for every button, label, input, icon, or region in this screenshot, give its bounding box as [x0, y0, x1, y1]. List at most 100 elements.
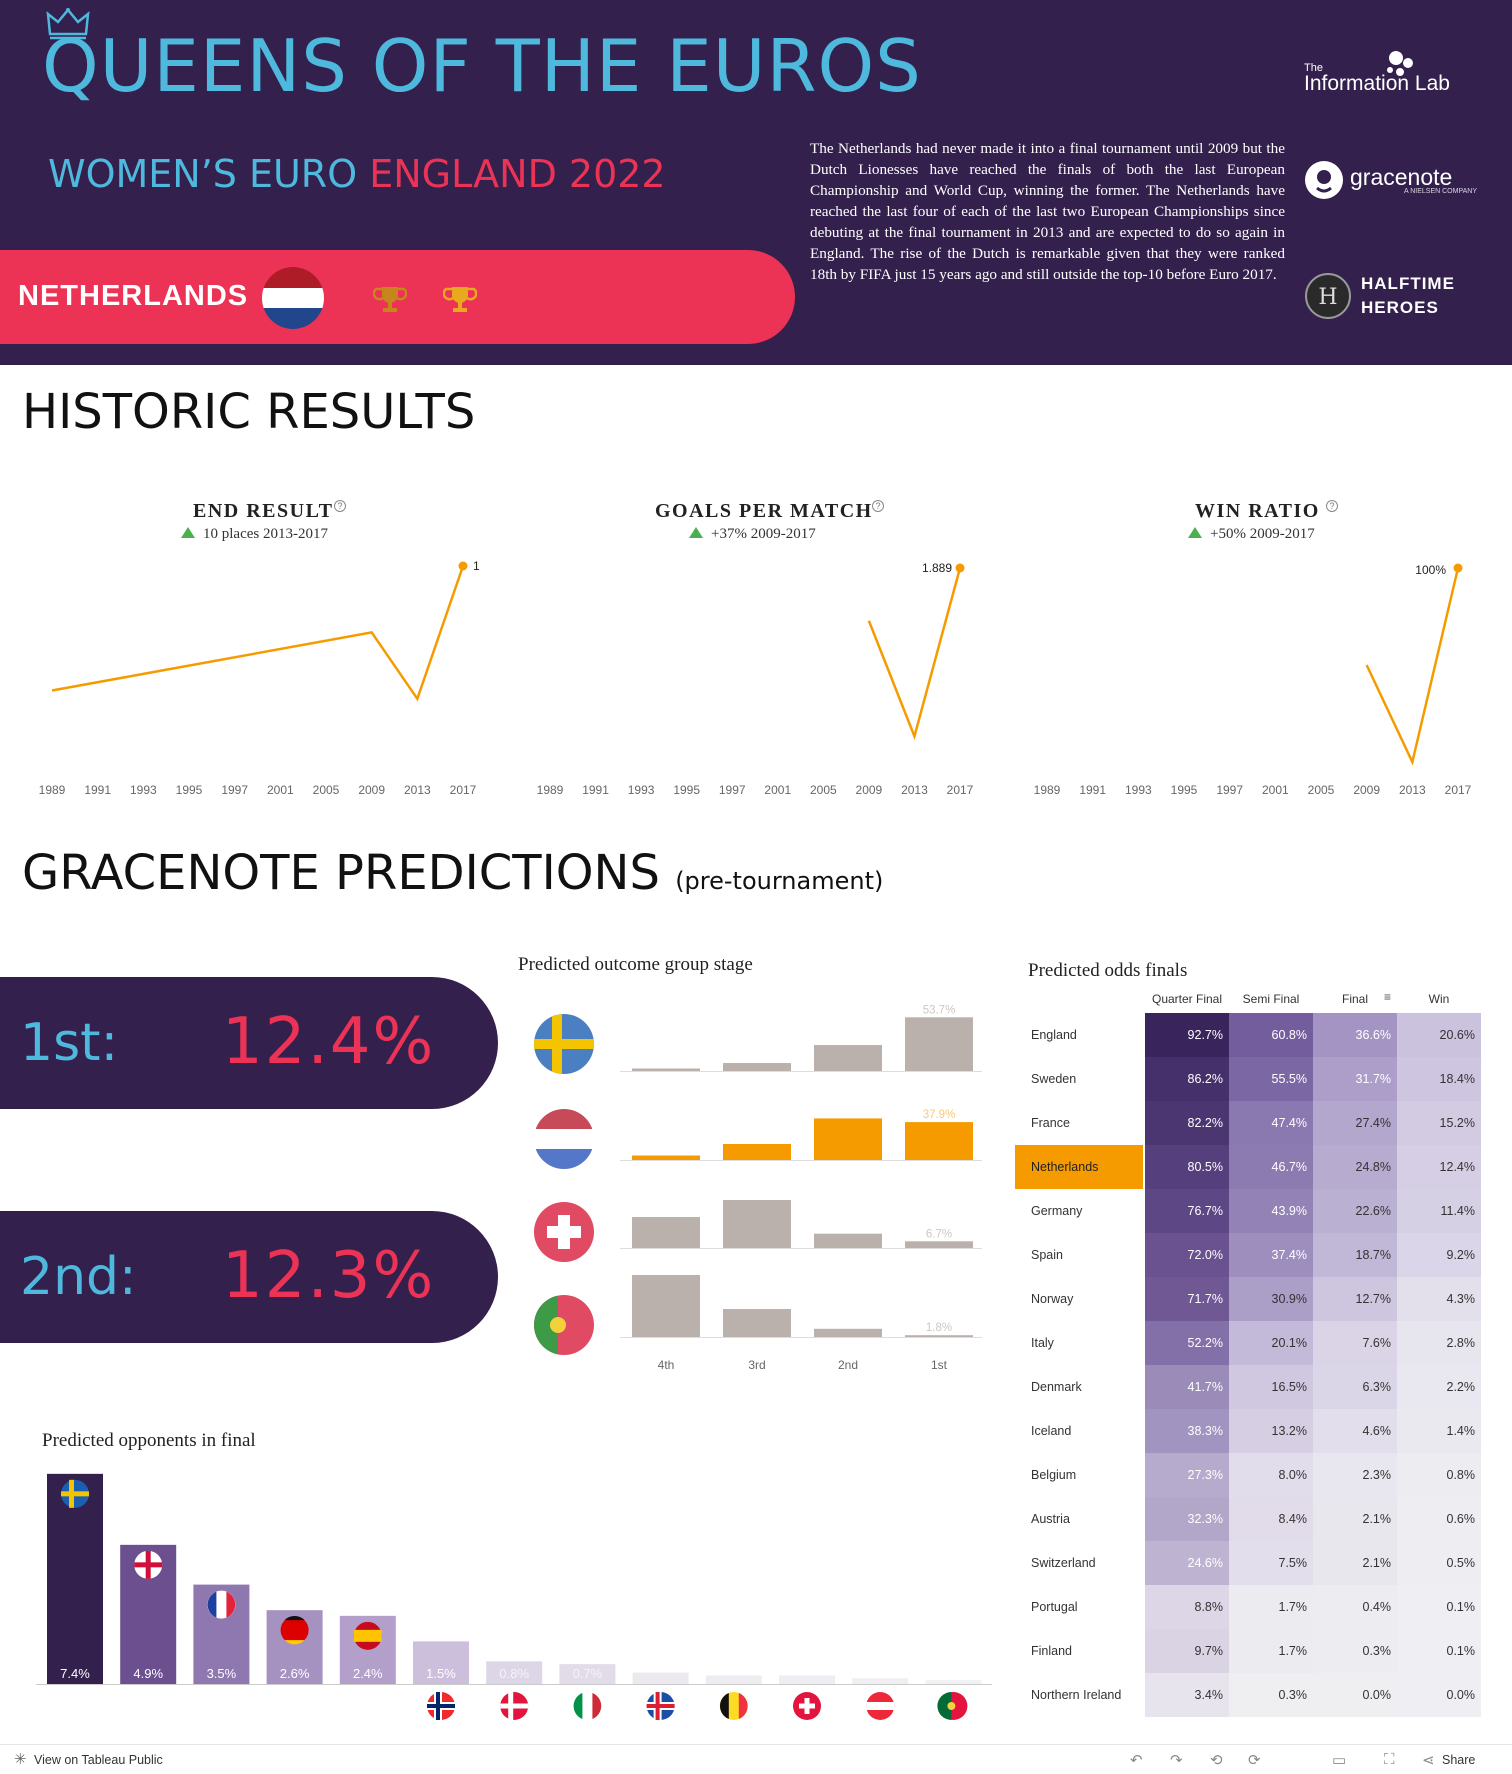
- odds-cell: 43.9%: [1229, 1189, 1313, 1233]
- odds-cell: 2.1%: [1313, 1541, 1397, 1585]
- group-bar-portugal-2nd: [814, 1328, 882, 1337]
- x-tick-label: 2013: [901, 783, 928, 797]
- refresh-icon[interactable]: ⟳: [1248, 1752, 1261, 1769]
- table-row[interactable]: France 82.2% 47.4% 27.4% 15.2%: [1017, 1101, 1482, 1145]
- opponent-bar-belgium: [705, 1675, 762, 1684]
- fullscreen-icon[interactable]: ⛶: [1384, 1751, 1395, 1768]
- crown-icon: [46, 8, 90, 40]
- series-end-point: [458, 561, 468, 571]
- first-place-label: 53.7%: [923, 1005, 956, 1016]
- flag-stripe: [61, 1491, 89, 1497]
- opponent-bar-italy: [559, 1664, 616, 1684]
- table-row[interactable]: Italy 52.2% 20.1% 7.6% 2.8%: [1017, 1321, 1482, 1365]
- odds-cell: 31.7%: [1313, 1057, 1397, 1101]
- odds-cell: 60.8%: [1229, 1013, 1313, 1057]
- group-bar-portugal-3rd: [723, 1309, 791, 1337]
- table-row[interactable]: Sweden 86.2% 55.5% 31.7% 18.4%: [1017, 1057, 1482, 1101]
- x-tick-label: 1991: [84, 783, 111, 797]
- group-bar-sweden-2nd: [814, 1045, 882, 1071]
- table-row[interactable]: Iceland 38.3% 13.2% 4.6% 1.4%: [1017, 1409, 1482, 1453]
- odds-cell: 27.3%: [1145, 1453, 1229, 1497]
- odds-cell: 6.3%: [1313, 1365, 1397, 1409]
- table-row[interactable]: Netherlands 80.5% 46.7% 24.8% 12.4%: [1015, 1145, 1482, 1189]
- team-cell: Germany: [1031, 1204, 1083, 1218]
- odds-cell: 18.4%: [1397, 1057, 1481, 1101]
- end-result-title: END RESULT: [193, 500, 334, 522]
- table-row[interactable]: England 92.7% 60.8% 36.6% 20.6%: [1017, 1013, 1482, 1057]
- comment-icon[interactable]: ▭: [1332, 1752, 1347, 1769]
- flag-emblem: [947, 1702, 956, 1710]
- odds-cell: 47.4%: [1229, 1101, 1313, 1145]
- x-tick-label: 2013: [404, 783, 431, 797]
- undo-icon[interactable]: ↶: [1130, 1752, 1143, 1769]
- footer-toolbar: ✳ View on Tableau Public ↶ ↷ ⟲ ⟳ ▭ ⛶ ⋖ S…: [0, 1744, 1512, 1774]
- group-bar-netherlands-2nd: [814, 1118, 882, 1160]
- opponent-flag-austria: [866, 1692, 895, 1720]
- series-end-point: [1453, 563, 1463, 573]
- team-cell: Denmark: [1031, 1380, 1082, 1394]
- opponent-flag-belgium: [719, 1692, 748, 1720]
- odds-title: Predicted odds finals: [1028, 960, 1188, 981]
- odds-cell: 0.0%: [1397, 1673, 1481, 1717]
- netherlands-flag-icon: [534, 1109, 594, 1169]
- team-cell: Italy: [1031, 1336, 1054, 1350]
- table-row[interactable]: Portugal 8.8% 1.7% 0.4% 0.1%: [1017, 1585, 1482, 1629]
- column-header-semi-final[interactable]: Semi Final: [1242, 992, 1300, 1006]
- opponent-flag-sweden: [61, 1479, 89, 1508]
- table-row[interactable]: Switzerland 24.6% 7.5% 2.1% 0.5%: [1017, 1541, 1482, 1585]
- odds-cell: 76.7%: [1145, 1189, 1229, 1233]
- category-label: 2nd: [838, 1358, 858, 1372]
- group-bar-switzerland-3rd: [723, 1200, 791, 1248]
- table-row[interactable]: Norway 71.7% 30.9% 12.7% 4.3%: [1017, 1277, 1482, 1321]
- sort-icon[interactable]: ≡: [1384, 990, 1392, 1004]
- table-row[interactable]: Denmark 41.7% 16.5% 6.3% 2.2%: [1017, 1365, 1482, 1409]
- group-bar-netherlands-1st: [905, 1122, 973, 1160]
- odds-cell: 37.4%: [1229, 1233, 1313, 1277]
- x-tick-label: 2009: [856, 783, 883, 797]
- table-row[interactable]: Belgium 27.3% 8.0% 2.3% 0.8%: [1017, 1453, 1482, 1497]
- share-button[interactable]: Share: [1442, 1753, 1476, 1767]
- team-banner: NETHERLANDS: [0, 250, 795, 344]
- opponent-flag-italy: [573, 1692, 602, 1720]
- odds-cell: 32.3%: [1145, 1497, 1229, 1541]
- opponent-flag-switzerland: [793, 1692, 821, 1720]
- share-icon[interactable]: ⋖: [1422, 1752, 1435, 1769]
- revert-icon[interactable]: ⟲: [1210, 1752, 1223, 1769]
- opponent-bar-austria: [852, 1678, 909, 1684]
- win-ratio-delta: +50% 2009-2017: [1188, 526, 1315, 543]
- redo-icon[interactable]: ↷: [1170, 1752, 1183, 1769]
- x-tick-label: 1997: [719, 783, 746, 797]
- odds-cell: 11.4%: [1397, 1189, 1481, 1233]
- opponent-flag-portugal: [937, 1692, 968, 1720]
- team-cell: Portugal: [1031, 1600, 1078, 1614]
- column-header-win[interactable]: Win: [1428, 992, 1450, 1006]
- series-line: [1365, 567, 1460, 766]
- view-on-tableau-link[interactable]: View on Tableau Public: [34, 1753, 163, 1767]
- x-tick-label: 2017: [947, 783, 974, 797]
- germany-flag-icon: [280, 1616, 309, 1645]
- x-tick-label: 2009: [1353, 783, 1380, 797]
- help-icon[interactable]: ?: [872, 500, 884, 512]
- table-row[interactable]: Spain 72.0% 37.4% 18.7% 9.2%: [1017, 1233, 1482, 1277]
- column-header-quarter-final[interactable]: Quarter Final: [1151, 992, 1223, 1006]
- opponent-value-label: 0.7%: [573, 1666, 603, 1681]
- column-header-final[interactable]: Final: [1341, 992, 1368, 1006]
- table-row[interactable]: Germany 76.7% 43.9% 22.6% 11.4%: [1017, 1189, 1482, 1233]
- x-tick-label: 2001: [267, 783, 294, 797]
- odds-cell: 0.1%: [1397, 1585, 1481, 1629]
- help-icon[interactable]: ?: [334, 500, 346, 512]
- trophy-icon: [373, 287, 407, 312]
- team-introduction: The Netherlands had never made it into a…: [810, 140, 1285, 283]
- help-icon[interactable]: ?: [1326, 500, 1338, 512]
- opponent-value-label: 1.5%: [426, 1666, 456, 1681]
- series-line: [51, 565, 465, 702]
- odds-cell: 52.2%: [1145, 1321, 1229, 1365]
- table-row[interactable]: Austria 32.3% 8.4% 2.1% 0.6%: [1017, 1497, 1482, 1541]
- table-row[interactable]: Northern Ireland 3.4% 0.3% 0.0% 0.0%: [1017, 1673, 1482, 1717]
- group-bar-switzerland-4th: [632, 1217, 700, 1248]
- opponents-title: Predicted opponents in final: [42, 1430, 256, 1451]
- odds-cell: 27.4%: [1313, 1101, 1397, 1145]
- odds-cell: 36.6%: [1313, 1013, 1397, 1057]
- odds-cell: 3.4%: [1145, 1673, 1229, 1717]
- table-row[interactable]: Finland 9.7% 1.7% 0.3% 0.1%: [1017, 1629, 1482, 1673]
